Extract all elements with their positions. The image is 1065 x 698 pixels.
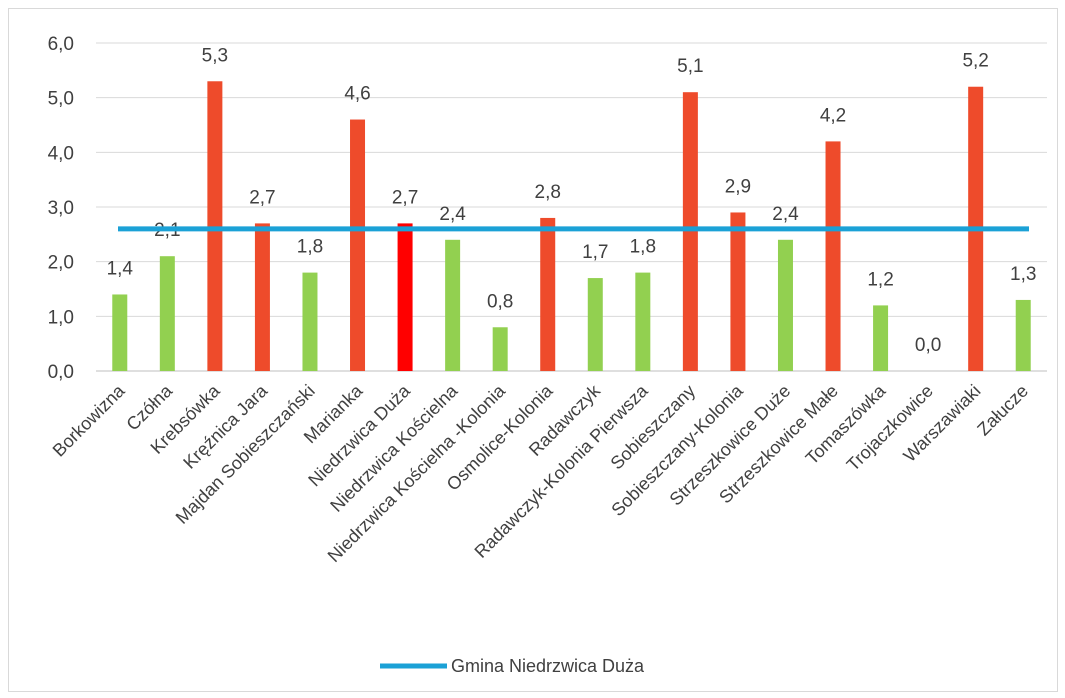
bar xyxy=(254,223,270,371)
x-tick-label: Radawczyk-Kolonia Pierwsza xyxy=(471,380,653,562)
data-label: 2,8 xyxy=(535,182,561,203)
y-tick-label: 1,0 xyxy=(48,307,74,328)
gridlines xyxy=(96,42,1047,372)
bar xyxy=(1015,299,1031,371)
bar xyxy=(492,327,508,371)
data-label: 4,6 xyxy=(344,84,370,105)
data-label: 1,4 xyxy=(107,258,134,279)
data-label: 0,8 xyxy=(487,291,513,312)
data-label: 2,9 xyxy=(725,176,751,197)
bar xyxy=(587,278,603,371)
y-tick-label: 2,0 xyxy=(48,253,74,274)
y-tick-label: 5,0 xyxy=(48,89,74,110)
legend: Gmina Niedrzwica Duża xyxy=(380,656,645,676)
chart-frame xyxy=(8,8,1058,692)
data-label: 2,7 xyxy=(249,187,275,208)
data-label: 2,4 xyxy=(439,204,466,225)
data-labels: 1,42,15,32,71,84,62,72,40,82,81,71,85,12… xyxy=(107,45,1037,356)
y-tick-label: 4,0 xyxy=(48,143,74,164)
data-label: 1,8 xyxy=(297,237,323,258)
bar xyxy=(112,294,128,371)
bar xyxy=(207,81,223,372)
data-label: 4,2 xyxy=(820,105,846,126)
data-label: 1,2 xyxy=(867,269,893,290)
data-label: 5,3 xyxy=(202,45,228,66)
data-label: 1,7 xyxy=(582,242,608,263)
y-tick-label: 6,0 xyxy=(48,34,74,55)
x-tick-label: Załucze xyxy=(973,381,1032,440)
data-label: 2,4 xyxy=(772,204,799,225)
y-tick-label: 0,0 xyxy=(48,362,74,383)
data-label: 1,8 xyxy=(630,237,656,258)
data-label: 0,0 xyxy=(915,335,941,356)
y-tick-label: 3,0 xyxy=(48,198,74,219)
data-label: 2,7 xyxy=(392,187,418,208)
bar xyxy=(445,239,461,371)
bars xyxy=(112,81,1031,372)
y-axis: 0,0 1,0 2,0 3,0 4,0 5,0 6,0 xyxy=(48,34,74,383)
bar xyxy=(873,305,889,371)
bar xyxy=(302,272,318,371)
bar xyxy=(350,119,366,372)
bar xyxy=(777,239,793,371)
bar xyxy=(397,223,413,371)
data-label: 5,2 xyxy=(962,51,988,72)
bar xyxy=(730,212,746,371)
bar xyxy=(159,256,175,371)
bar xyxy=(682,92,698,371)
bar xyxy=(540,217,556,371)
legend-label: Gmina Niedrzwica Duża xyxy=(451,656,645,676)
bar xyxy=(635,272,651,371)
data-label: 5,1 xyxy=(677,56,703,77)
bar xyxy=(825,141,841,371)
x-tick-label: Borkowizna xyxy=(49,380,130,461)
data-label: 1,3 xyxy=(1010,264,1036,285)
